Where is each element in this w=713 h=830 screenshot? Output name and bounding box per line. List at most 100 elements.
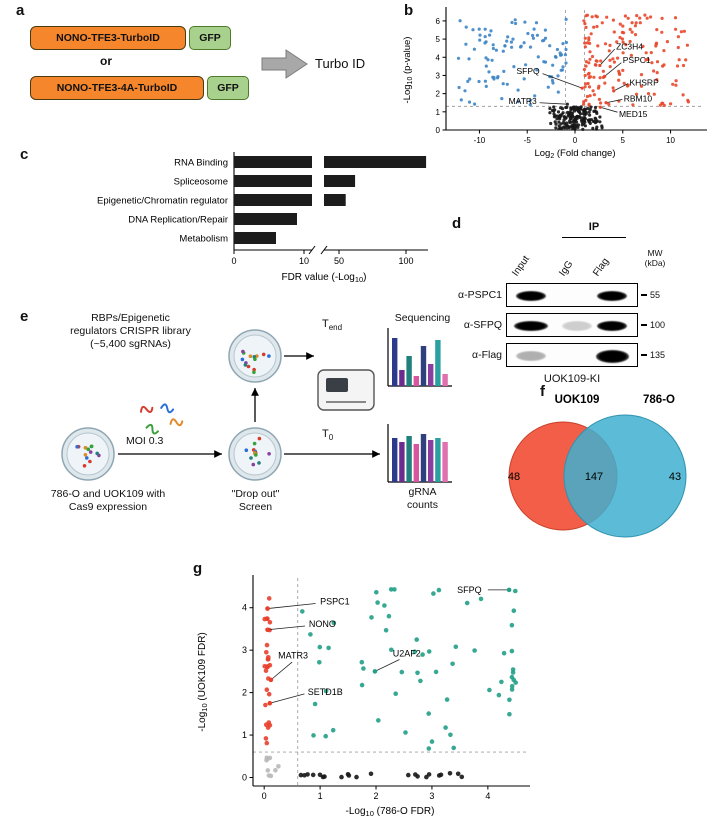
svg-text:48: 48 <box>508 471 520 483</box>
gfp-tag-icon: GFP <box>207 76 249 100</box>
ip-header: IP <box>588 221 600 233</box>
panel-g: g 0 1 2 3 4 0 1 2 3 4 PSPC1 NONO MATR3 SETD1B U2AF2 SFP… <box>185 556 555 830</box>
svg-text:5: 5 <box>436 35 441 44</box>
protein-band <box>514 321 548 331</box>
mw-tick <box>641 324 647 326</box>
cell-line-label: UOK109-KI <box>543 373 601 385</box>
construct-nono-tfe3-4a-turboid: NONO-TFE3-4A-TurboID <box>30 76 204 100</box>
svg-text:1: 1 <box>242 730 247 740</box>
svg-text:2: 2 <box>374 791 379 801</box>
t-end-label: Tend <box>322 318 342 332</box>
svg-text:6: 6 <box>436 17 441 26</box>
construct-nono-tfe3-turboid: NONO-TFE3-TurboID <box>30 26 186 50</box>
svg-text:786-O: 786-O <box>643 394 675 406</box>
svg-text:MATR3: MATR3 <box>278 650 308 660</box>
svg-text:-Log10 (UOK109 FDR): -Log10 (UOK109 FDR) <box>197 632 209 731</box>
svg-text:3: 3 <box>436 71 441 80</box>
mw-value: 100 <box>650 320 666 330</box>
panel-b: b -10 -5 0 5 10 0 1 2 3 4 5 6 SFPQ MATR3 ZC3H4 PSPC1 KHS… <box>398 0 713 170</box>
svg-text:3: 3 <box>242 645 247 655</box>
svg-text:SFPQ: SFPQ <box>457 585 482 595</box>
block-arrow-icon <box>261 49 308 79</box>
svg-text:-Log10 (p-value): -Log10 (p-value) <box>402 37 414 104</box>
grna-line1: gRNA <box>408 486 437 498</box>
screen-scatter-plot: 0 1 2 3 4 0 1 2 3 4 PSPC1 NONO MATR3 SETD1B U2AF2 SFPQ -… <box>197 575 530 818</box>
svg-text:FDR value (-Log10): FDR value (-Log10) <box>281 272 366 284</box>
svg-text:PSPC1: PSPC1 <box>320 596 350 606</box>
gfp-tag-icon: GFP <box>189 26 231 50</box>
svg-text:3: 3 <box>429 791 434 801</box>
crispr-screen-schematic <box>61 328 452 483</box>
svg-text:0: 0 <box>231 256 236 266</box>
svg-text:Metabolism: Metabolism <box>179 234 228 245</box>
svg-text:10: 10 <box>666 136 675 145</box>
cells-text-line2: Cas9 expression <box>68 501 148 514</box>
antibody-label: α-PSPC1 <box>458 289 502 301</box>
protein-band <box>516 291 546 301</box>
svg-text:147: 147 <box>585 471 603 483</box>
svg-text:2: 2 <box>436 90 441 99</box>
svg-text:MATR3: MATR3 <box>509 96 537 106</box>
points-layer <box>456 13 690 131</box>
svg-text:2: 2 <box>242 688 247 698</box>
library-text: RBPs/Epigenetic regulators CRISPR librar… <box>48 312 213 351</box>
mw-header-line1: MW <box>647 248 663 258</box>
turboid-label: Turbo ID <box>315 56 366 71</box>
panel-c-label: c <box>20 146 29 163</box>
protein-band <box>562 321 592 331</box>
cells-text-line1: 786-O and UOK109 with <box>50 488 166 500</box>
antibody-label: α-Flag <box>472 349 502 361</box>
svg-text:RNA Binding: RNA Binding <box>174 158 228 169</box>
moi-label: MOI 0.3 <box>126 435 164 447</box>
blot-box <box>506 283 638 307</box>
svg-text:-5: -5 <box>524 136 532 145</box>
volcano-plot: -10 -5 0 5 10 0 1 2 3 4 5 6 SFPQ MATR3 ZC3H4 PSPC1 KHSRP… <box>402 7 707 160</box>
venn-diagram: UOK109 786-O 48 147 43 <box>508 394 687 538</box>
svg-text:Log2 (Fold change): Log2 (Fold change) <box>534 148 615 160</box>
blot-box <box>506 313 638 337</box>
mw-value: 55 <box>650 290 661 300</box>
construct-row-1: NONO-TFE3-TurboID GFP <box>30 26 231 50</box>
mw-tick <box>641 354 647 356</box>
blot-box <box>506 343 638 367</box>
protein-band <box>597 321 627 331</box>
svg-text:0: 0 <box>436 126 441 135</box>
svg-text:10: 10 <box>299 256 309 266</box>
grna-line2: counts <box>407 499 438 512</box>
svg-text:0: 0 <box>262 791 267 801</box>
t-end-base: T <box>322 318 329 330</box>
sequencing-label: Sequencing <box>394 312 451 324</box>
blot-row-pspc1: α-PSPC1 55 <box>450 283 660 307</box>
mw-header-line2: (kDa) <box>644 257 666 268</box>
mw-header: MW (kDa) <box>638 248 672 269</box>
svg-text:U2AF2: U2AF2 <box>393 649 421 659</box>
svg-text:100: 100 <box>398 256 413 266</box>
svg-text:PSPC1: PSPC1 <box>623 55 651 65</box>
panel-d-label: d <box>452 215 462 232</box>
svg-text:4: 4 <box>485 791 490 801</box>
points-layer <box>262 587 518 780</box>
lane-label-input: Input <box>510 253 532 279</box>
svg-text:SETD1B: SETD1B <box>308 687 343 697</box>
fdr-bar-chart: 0 10 50 100 RNA Binding Spliceosome Epigenetic… <box>97 152 428 284</box>
panel-e-label: e <box>20 308 29 325</box>
library-text-line2: regulators CRISPR library <box>70 325 191 338</box>
svg-text:-10: -10 <box>474 136 486 145</box>
svg-text:1: 1 <box>436 108 441 117</box>
protein-band <box>516 351 546 361</box>
blot-row-sfpq: α-SFPQ 100 <box>450 313 665 337</box>
panel-f: UOK109 786-O 48 147 43 f <box>478 383 713 555</box>
cells-text: 786-O and UOK109 with Cas9 expression <box>28 488 188 514</box>
t-end-sub: end <box>328 323 343 333</box>
svg-text:4: 4 <box>242 603 247 613</box>
lane-label-igg: IgG <box>557 258 576 279</box>
svg-text:50: 50 <box>334 256 344 266</box>
svg-text:ZC3H4: ZC3H4 <box>616 41 643 51</box>
svg-text:0: 0 <box>573 136 578 145</box>
panel-a-label: a <box>16 2 25 19</box>
panel-g-label: g <box>193 560 203 577</box>
svg-text:DNA Replication/Repair: DNA Replication/Repair <box>128 215 228 226</box>
t0-label: T0 <box>322 428 333 442</box>
svg-text:0: 0 <box>242 773 247 783</box>
panel-a: a NONO-TFE3-TurboID GFP or NONO-TFE3-4A-… <box>14 0 398 138</box>
